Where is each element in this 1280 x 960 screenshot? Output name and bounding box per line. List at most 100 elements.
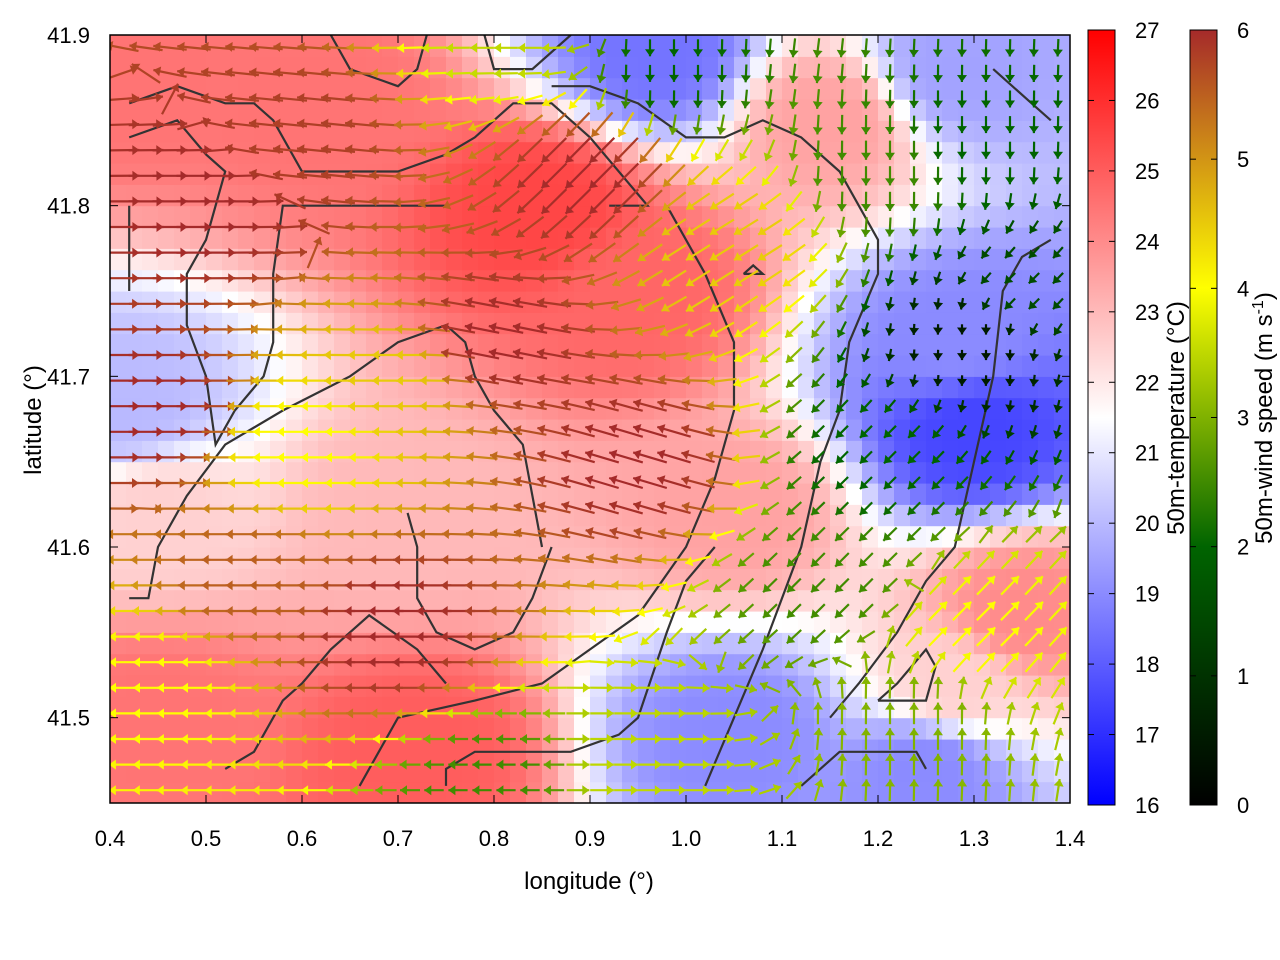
wind-vector-head xyxy=(539,631,547,642)
heatmap-cell xyxy=(446,333,463,356)
wind-vector-head xyxy=(561,424,570,434)
wind-vector-head xyxy=(300,401,308,412)
wind-vector-head xyxy=(561,348,569,359)
wind-vector-head xyxy=(711,176,721,185)
wind-vector-head xyxy=(348,401,355,412)
heatmap-cell xyxy=(158,205,175,228)
wind-vector-head xyxy=(811,609,820,618)
heatmap-cell xyxy=(958,333,975,356)
heatmap-cell xyxy=(382,376,399,399)
wind-vector-head xyxy=(225,580,233,591)
heatmap-cell xyxy=(430,269,447,292)
wind-vector-head xyxy=(857,634,866,643)
wind-vector-head xyxy=(228,734,236,744)
heatmap-cell xyxy=(1054,205,1070,228)
heatmap-cell xyxy=(782,333,799,356)
contour-line xyxy=(406,512,553,651)
wind-vector-head xyxy=(133,734,140,744)
wind-vector-head xyxy=(811,532,820,541)
heatmap-cell xyxy=(942,184,959,207)
wind-vector-head xyxy=(180,759,188,770)
heatmap-cell xyxy=(590,248,607,271)
wind-vector-head xyxy=(347,375,355,386)
heatmap-cell xyxy=(254,653,271,676)
heatmap-cell xyxy=(878,205,895,228)
heatmap-cell xyxy=(718,269,735,292)
wind-vector-head xyxy=(693,49,703,57)
heatmap-cell xyxy=(814,419,831,441)
heatmap-cell xyxy=(510,739,527,761)
temperature-colorbar-tick-label: 17 xyxy=(1135,723,1159,748)
heatmap-cell xyxy=(990,760,1007,783)
heatmap-cell xyxy=(670,717,687,740)
wind-vector-head xyxy=(813,753,824,762)
heatmap-cell xyxy=(894,461,911,484)
wind-vector-head xyxy=(297,606,305,616)
heatmap-cell xyxy=(190,461,207,484)
heatmap-cell xyxy=(286,376,303,399)
heatmap-cell xyxy=(510,483,527,505)
heatmap-cell xyxy=(142,291,159,313)
heatmap-cell xyxy=(158,333,175,356)
heatmap-cell xyxy=(254,333,271,356)
heatmap-cell xyxy=(366,333,383,356)
heatmap-cell xyxy=(990,35,1007,57)
heatmap-cell xyxy=(654,355,671,377)
wind-vector-head xyxy=(1029,404,1040,413)
wind-vector-head xyxy=(702,683,710,693)
heatmap-cell xyxy=(814,547,831,569)
heatmap-cell xyxy=(590,781,607,803)
heatmap-cell xyxy=(366,35,383,57)
heatmap-cell xyxy=(798,739,815,761)
wind-vector-head xyxy=(249,144,257,155)
wind-vector-head xyxy=(1005,249,1014,259)
heatmap-cell xyxy=(1054,653,1070,676)
wind-vector-head xyxy=(678,785,686,796)
wind-vector-head xyxy=(713,609,723,618)
wind-vector-head xyxy=(568,71,578,80)
heatmap-cell xyxy=(478,333,495,356)
heatmap-cell xyxy=(638,547,655,569)
wind-vector-head xyxy=(399,759,407,770)
heatmap-cell xyxy=(286,205,303,228)
wind-vector-head xyxy=(986,652,995,662)
wind-vector-head xyxy=(957,275,967,285)
heatmap-cell xyxy=(718,163,735,185)
wind-vector-head xyxy=(468,150,478,159)
heatmap-cell xyxy=(110,205,127,228)
heatmap-cell xyxy=(638,760,655,783)
wind-vector-head xyxy=(591,128,600,137)
wind-vector-head xyxy=(836,49,847,58)
wind-vector-head xyxy=(764,75,775,83)
heatmap-cell xyxy=(942,739,959,761)
heatmap-cell xyxy=(222,461,239,484)
heatmap-cell xyxy=(622,269,639,292)
heatmap-cell xyxy=(1038,675,1055,697)
heatmap-cell xyxy=(302,632,319,655)
heatmap-cell xyxy=(478,611,495,633)
heatmap-cell xyxy=(1038,504,1055,527)
wind-vector-head xyxy=(420,708,428,719)
wind-vector-head xyxy=(321,42,330,53)
wind-vector-head xyxy=(685,556,694,567)
wind-vector-head xyxy=(372,734,380,744)
heatmap-cell xyxy=(494,461,511,484)
heatmap-cell xyxy=(910,483,927,505)
wind-vector-head xyxy=(693,100,703,108)
heatmap-cell xyxy=(462,333,479,356)
wind-vector-head xyxy=(1029,430,1039,439)
heatmap-cell xyxy=(542,269,559,292)
heatmap-cell xyxy=(958,291,975,313)
wind-vector-head xyxy=(325,785,333,796)
heatmap-cell xyxy=(542,35,559,57)
wind-vector-head xyxy=(787,532,796,541)
wind-vector-head xyxy=(702,734,710,744)
wind-vector-head xyxy=(909,353,920,361)
wind-vector-head xyxy=(784,303,793,312)
heatmap-cell xyxy=(542,333,559,356)
heatmap-cell xyxy=(718,397,735,420)
wind-vector-head xyxy=(706,425,714,436)
heatmap-cell xyxy=(846,461,863,484)
heatmap-cell xyxy=(718,333,735,356)
wind-vector-head xyxy=(561,449,570,460)
